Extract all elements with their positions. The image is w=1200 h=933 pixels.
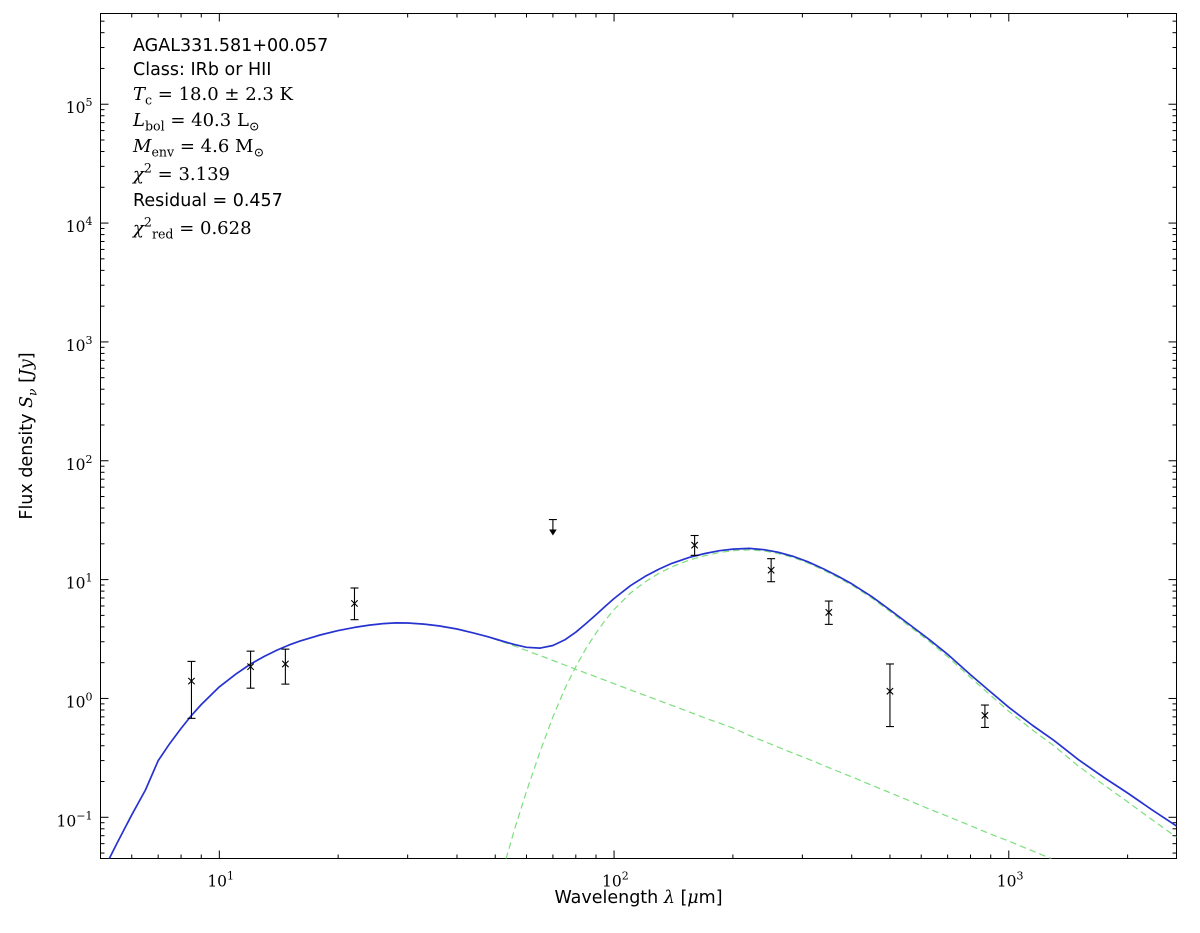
y-tick-label: 103 [66, 334, 93, 355]
annotation-line: Tc = 18.0 ± 2.3 K [133, 84, 294, 108]
data-point [246, 650, 255, 689]
axes-frame [100, 13, 1177, 859]
x-tick-labels: 101 102 103 [207, 870, 1023, 891]
y-axis-label: Flux density Sν [Jy] [17, 352, 40, 519]
y-tick-labels: 10−1 100 101 102 103 104 105 [57, 96, 93, 830]
x-ticks [100, 13, 1129, 859]
data-point [281, 648, 290, 685]
upper-limit-point [548, 519, 557, 536]
y-tick-label: 10−1 [57, 809, 93, 830]
y-tick-label: 105 [66, 96, 93, 117]
data-point [690, 534, 699, 556]
y-tick-label: 101 [66, 572, 93, 593]
annotation-line: Residual = 0.457 [133, 191, 283, 211]
annotation-line: Class: IRb or HII [133, 60, 271, 80]
annotation-block: AGAL331.581+00.057 Class: IRb or HII Tc = … [131, 36, 328, 242]
y-ticks [100, 20, 1177, 854]
annotation-line: AGAL331.581+00.057 [133, 36, 328, 56]
model-curves [108, 547, 1177, 859]
y-tick-label: 100 [66, 690, 93, 711]
data-point [824, 600, 833, 625]
axis-labels: Wavelength λ [μm] Flux density Sν [Jy] [17, 352, 723, 908]
y-tick-label: 102 [66, 453, 93, 474]
curve-warm-component [108, 622, 1053, 859]
x-tick-label: 102 [602, 870, 629, 891]
annotation-line: Menv = 4.6 M⊙ [132, 136, 264, 160]
annotation-line: Lbol = 40.3 L⊙ [132, 110, 259, 134]
data-point [767, 558, 776, 583]
annotation-line: χ2 = 3.139 [131, 161, 230, 186]
curve-total-model [108, 547, 1177, 859]
data-point [980, 704, 989, 729]
x-tick-label: 101 [207, 870, 234, 891]
data-point [885, 663, 894, 728]
data-point [350, 587, 359, 621]
y-tick-label: 104 [66, 215, 93, 236]
photometry-points [187, 519, 989, 729]
x-axis-label: Wavelength λ [μm] [554, 888, 722, 908]
data-point [187, 660, 196, 719]
curve-cold-component [505, 549, 1177, 859]
annotation-line: χ2red = 0.628 [131, 215, 252, 242]
x-tick-label: 103 [997, 870, 1024, 891]
